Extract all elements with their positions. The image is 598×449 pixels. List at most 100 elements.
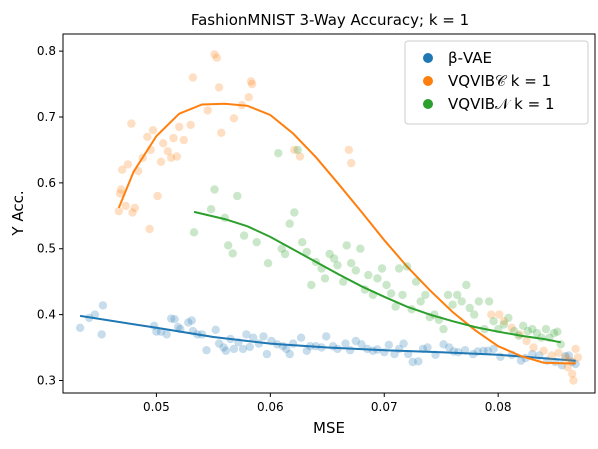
- data-point: [568, 369, 577, 379]
- data-point: [341, 339, 350, 348]
- series-2: [189, 145, 565, 349]
- trend-line: [193, 210, 561, 344]
- data-point: [479, 346, 488, 355]
- data-point: [421, 290, 430, 300]
- trend-line: [79, 314, 576, 362]
- data-point: [173, 322, 183, 332]
- data-point: [416, 297, 425, 306]
- data-point: [320, 274, 330, 283]
- y-tick-label: 0.4: [37, 308, 56, 322]
- data-point: [443, 290, 453, 300]
- data-point: [342, 241, 351, 250]
- data-point: [277, 244, 286, 253]
- data-point: [484, 297, 494, 306]
- data-point: [399, 339, 408, 348]
- data-point: [189, 228, 199, 237]
- data-point: [290, 208, 299, 217]
- data-point: [210, 50, 219, 59]
- data-point: [184, 318, 193, 327]
- data-point: [206, 205, 216, 214]
- data-point: [448, 300, 457, 309]
- data-point: [203, 106, 212, 115]
- data-point: [302, 346, 311, 355]
- data-point: [233, 191, 242, 201]
- data-point: [439, 340, 448, 349]
- data-point: [285, 349, 294, 359]
- data-point: [97, 330, 106, 339]
- data-point: [175, 122, 184, 132]
- data-point: [523, 326, 532, 336]
- x-axis: 0.05 0.06 0.07 0.08: [143, 393, 512, 414]
- y-tick-label: 0.8: [37, 44, 56, 58]
- x-tick-label: 0.05: [143, 400, 170, 414]
- data-point: [507, 323, 516, 332]
- data-point: [528, 324, 537, 334]
- data-point: [179, 135, 188, 145]
- data-point: [143, 132, 152, 141]
- data-point: [249, 333, 258, 342]
- legend-items: β-VAE VQVIB𝒞 k = 1 VQVIB𝒩 k = 1: [423, 49, 555, 113]
- data-point: [356, 244, 365, 253]
- data-point: [453, 290, 462, 300]
- data-point: [391, 302, 400, 311]
- data-point: [564, 351, 573, 360]
- data-point: [516, 356, 526, 365]
- data-point: [263, 259, 273, 268]
- legend-marker: [423, 76, 433, 86]
- data-point: [573, 353, 583, 362]
- data-point: [547, 351, 556, 360]
- data-point: [561, 353, 570, 362]
- data-point: [282, 344, 291, 354]
- data-point: [202, 346, 211, 355]
- chart-title: FashionMNIST 3-Way Accuracy; k = 1: [191, 11, 469, 29]
- data-point: [414, 357, 423, 366]
- series-0: [75, 301, 580, 370]
- data-point: [487, 310, 496, 319]
- data-point: [563, 363, 572, 372]
- data-point: [118, 165, 127, 174]
- data-point: [347, 158, 356, 168]
- data-point: [210, 185, 219, 194]
- data-point: [153, 191, 162, 201]
- data-point: [167, 314, 176, 323]
- data-point: [219, 343, 228, 352]
- x-tick-label: 0.08: [485, 400, 512, 414]
- data-point: [569, 376, 578, 385]
- data-point: [357, 340, 366, 349]
- x-axis-title: MSE: [313, 419, 345, 437]
- legend-label: β-VAE: [448, 49, 492, 67]
- data-point: [322, 332, 331, 341]
- data-point: [187, 316, 196, 325]
- data-point: [214, 339, 224, 348]
- data-point: [571, 344, 580, 354]
- data-point: [541, 324, 551, 334]
- legend-marker: [423, 53, 433, 63]
- data-point: [474, 297, 483, 306]
- data-point: [549, 328, 559, 338]
- data-point: [373, 274, 382, 283]
- data-point: [532, 328, 542, 338]
- trend-line: [117, 102, 576, 365]
- data-point: [262, 349, 272, 359]
- y-axis: 0.3 0.4 0.5 0.6 0.7 0.8: [37, 44, 63, 387]
- data-point: [553, 327, 562, 336]
- data-point: [411, 277, 421, 286]
- data-point: [229, 114, 239, 123]
- data-point: [483, 346, 493, 355]
- plot-frame: [62, 33, 596, 394]
- data-point: [382, 280, 391, 290]
- x-tick-label: 0.07: [371, 400, 398, 414]
- data-point: [115, 189, 125, 198]
- series-layer: [75, 50, 583, 385]
- data-point: [186, 120, 195, 130]
- data-point: [377, 264, 387, 273]
- data-point: [499, 320, 509, 329]
- data-point: [188, 73, 198, 82]
- data-point: [172, 152, 182, 161]
- data-point: [339, 277, 348, 286]
- data-point: [148, 126, 158, 135]
- data-point: [295, 152, 305, 161]
- data-point: [462, 280, 471, 290]
- data-point: [298, 238, 307, 247]
